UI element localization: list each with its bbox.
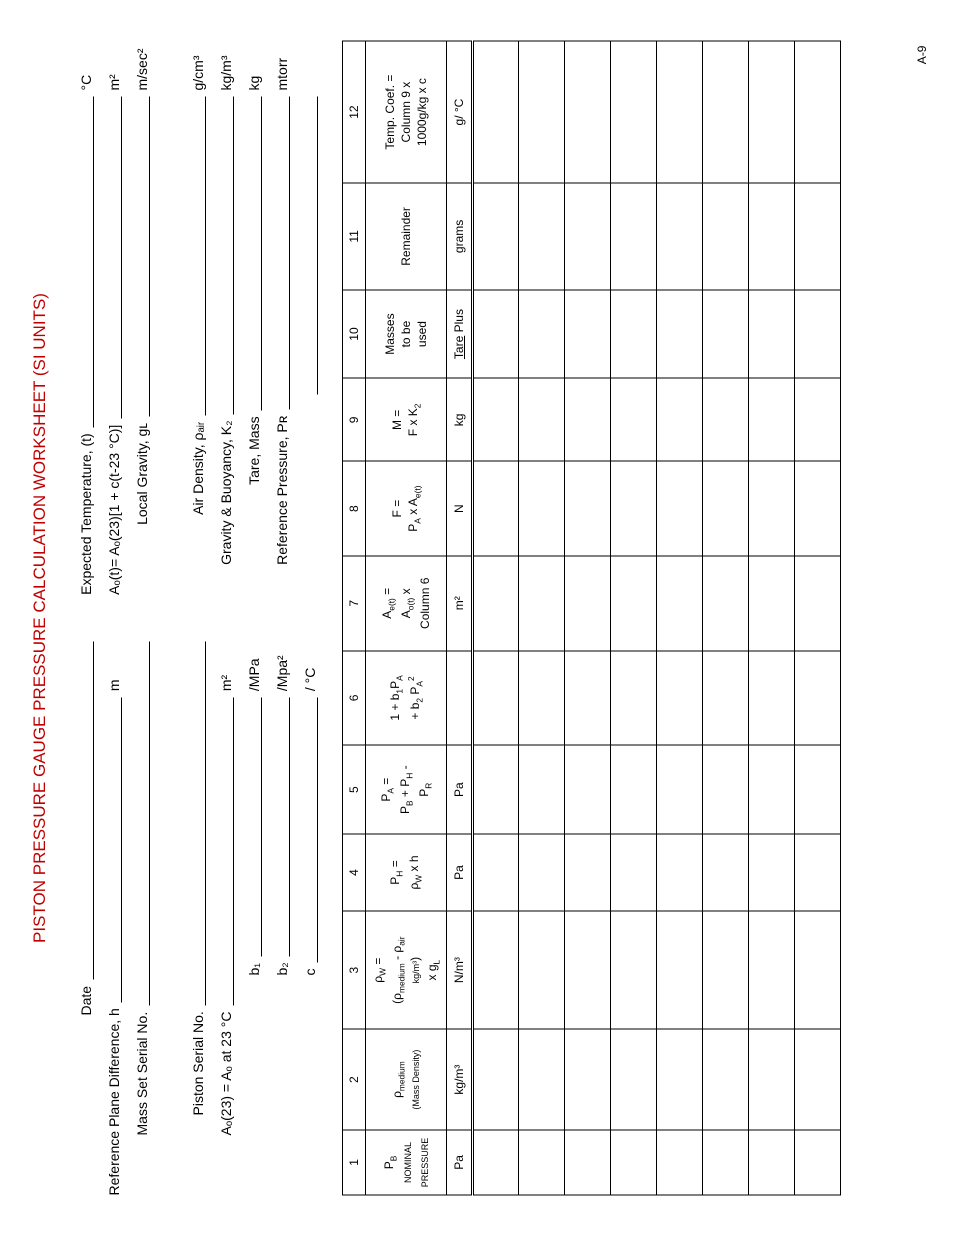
blank-c [302,697,318,962]
unit-6 [447,650,473,745]
lbl-date: Date [78,985,94,1015]
hdr-12: Temp. Coef. =Column 9 x1000g/kg x c [366,41,447,183]
blank-aot [106,96,122,418]
u-b1: /MPa [246,641,262,691]
coln-12: 12 [343,41,366,183]
unit-12: g/ °C [447,41,473,183]
data-row [657,41,703,1195]
hdr-8: F =PA x Ae(t) [366,461,447,556]
u-ao23: m² [218,641,234,691]
hdr-3: ρW =(ρmedium - ρairkg/m³)x gL [366,910,447,1028]
lbl-gL: Local Gravity, gʟ [134,423,150,525]
u-refplane: m [106,641,122,691]
lbl-airD: Air Density, ρₐᵢᵣ [190,421,206,514]
coln-7: 7 [343,555,366,650]
unit-2: kg/m³ [447,1029,473,1130]
coln-6: 6 [343,650,366,745]
lbl-expT: Expected Temperature, (t) [78,433,94,595]
data-row [795,41,841,1195]
coln-8: 8 [343,461,366,556]
coln-5: 5 [343,745,366,834]
calc-table: 1 2 3 4 5 6 7 8 9 10 11 12 PBNOMINALPRES… [342,40,841,1195]
u-airD: g/cm³ [190,40,206,90]
page-title: PISTON PRESSURE GAUGE PRESSURE CALCULATI… [30,40,50,1195]
lbl-b1: b₁ [246,962,262,975]
u-gL: m/sec² [134,40,150,90]
u-tare: kg [246,40,262,90]
u-c: / °C [302,641,318,691]
hdr-10: Massesto beused [366,289,447,378]
unit-8: N [447,461,473,556]
hdr-4: PH =ρW x h [366,834,447,911]
blank-date [78,641,94,980]
blank-piston [190,641,206,1005]
unit-1: Pa [447,1129,473,1194]
header-fields: Date Reference Plane Difference, h m Mass… [72,40,324,1195]
coln-11: 11 [343,183,366,290]
hdr-1: PBNOMINALPRESSURE [366,1129,447,1194]
lbl-c: c [302,968,318,975]
blank-refP [274,96,290,409]
hdr-7: Ae(t) =Ao(t) xColumn 6 [366,555,447,650]
lbl-gb: Gravity & Buoyancy, K₂ [218,420,234,564]
hdr-11: Remainder [366,183,447,290]
hdr-9: M =F x K2 [366,378,447,461]
page-number: A-9 [915,45,929,64]
coln-4: 4 [343,834,366,911]
lbl-piston: Piston Serial No. [190,1011,206,1115]
blank-tare [246,96,262,410]
lbl-aot: Aₒ(t)= Aₒ(23)[1 + c(t-23 °C)] [106,424,122,594]
blank-ao23 [218,697,234,1005]
data-row [703,41,749,1195]
row-units: Pa kg/m³ N/m³ Pa Pa m² N kg Tare Plus gr… [447,41,473,1195]
unit-9: kg [447,378,473,461]
unit-10: Tare Plus [447,289,473,378]
blank-extra [302,96,318,394]
blank-massset [134,641,150,1006]
hdr-2: ρmedium(Mass Density) [366,1029,447,1130]
lbl-b2: b₂ [274,962,290,975]
blank-expT [78,96,94,427]
blank-refplane [106,697,122,1002]
hdr-6: 1 + b1PA+ b2 PA2 [366,650,447,745]
data-row [611,41,657,1195]
u-b2: /Mpa² [274,641,290,691]
blank-b1 [246,697,262,957]
lbl-refplane: Reference Plane Difference, h [106,1008,122,1195]
data-row [519,41,565,1195]
lbl-ao23: Aₒ(23) = Aₒ at 23 °C [218,1011,234,1135]
unit-5: Pa [447,745,473,834]
row-colnums: 1 2 3 4 5 6 7 8 9 10 11 12 [343,41,366,1195]
coln-3: 3 [343,910,366,1028]
coln-9: 9 [343,378,366,461]
u-gb: kg/m³ [218,40,234,90]
data-row [473,41,519,1195]
blank-gL [134,96,150,417]
u-aot: m² [106,40,122,90]
data-row [749,41,795,1195]
row-headers: PBNOMINALPRESSURE ρmedium(Mass Density) … [366,41,447,1195]
lbl-massset: Mass Set Serial No. [134,1011,150,1135]
unit-4: Pa [447,834,473,911]
lbl-tare: Tare, Mass [246,416,262,484]
unit-11: grams [447,183,473,290]
blank-b2 [274,697,290,956]
u-expT: °C [78,40,94,90]
coln-1: 1 [343,1129,366,1194]
blank-airD [190,96,206,415]
blank-gb [218,96,234,414]
coln-2: 2 [343,1029,366,1130]
hdr-5: PA =PB + PH -PR [366,745,447,834]
data-row [565,41,611,1195]
lbl-refP: Reference Pressure, Pʀ [274,415,290,564]
coln-10: 10 [343,289,366,378]
u-refP: mtorr [274,40,290,90]
unit-7: m² [447,555,473,650]
unit-3: N/m³ [447,910,473,1028]
